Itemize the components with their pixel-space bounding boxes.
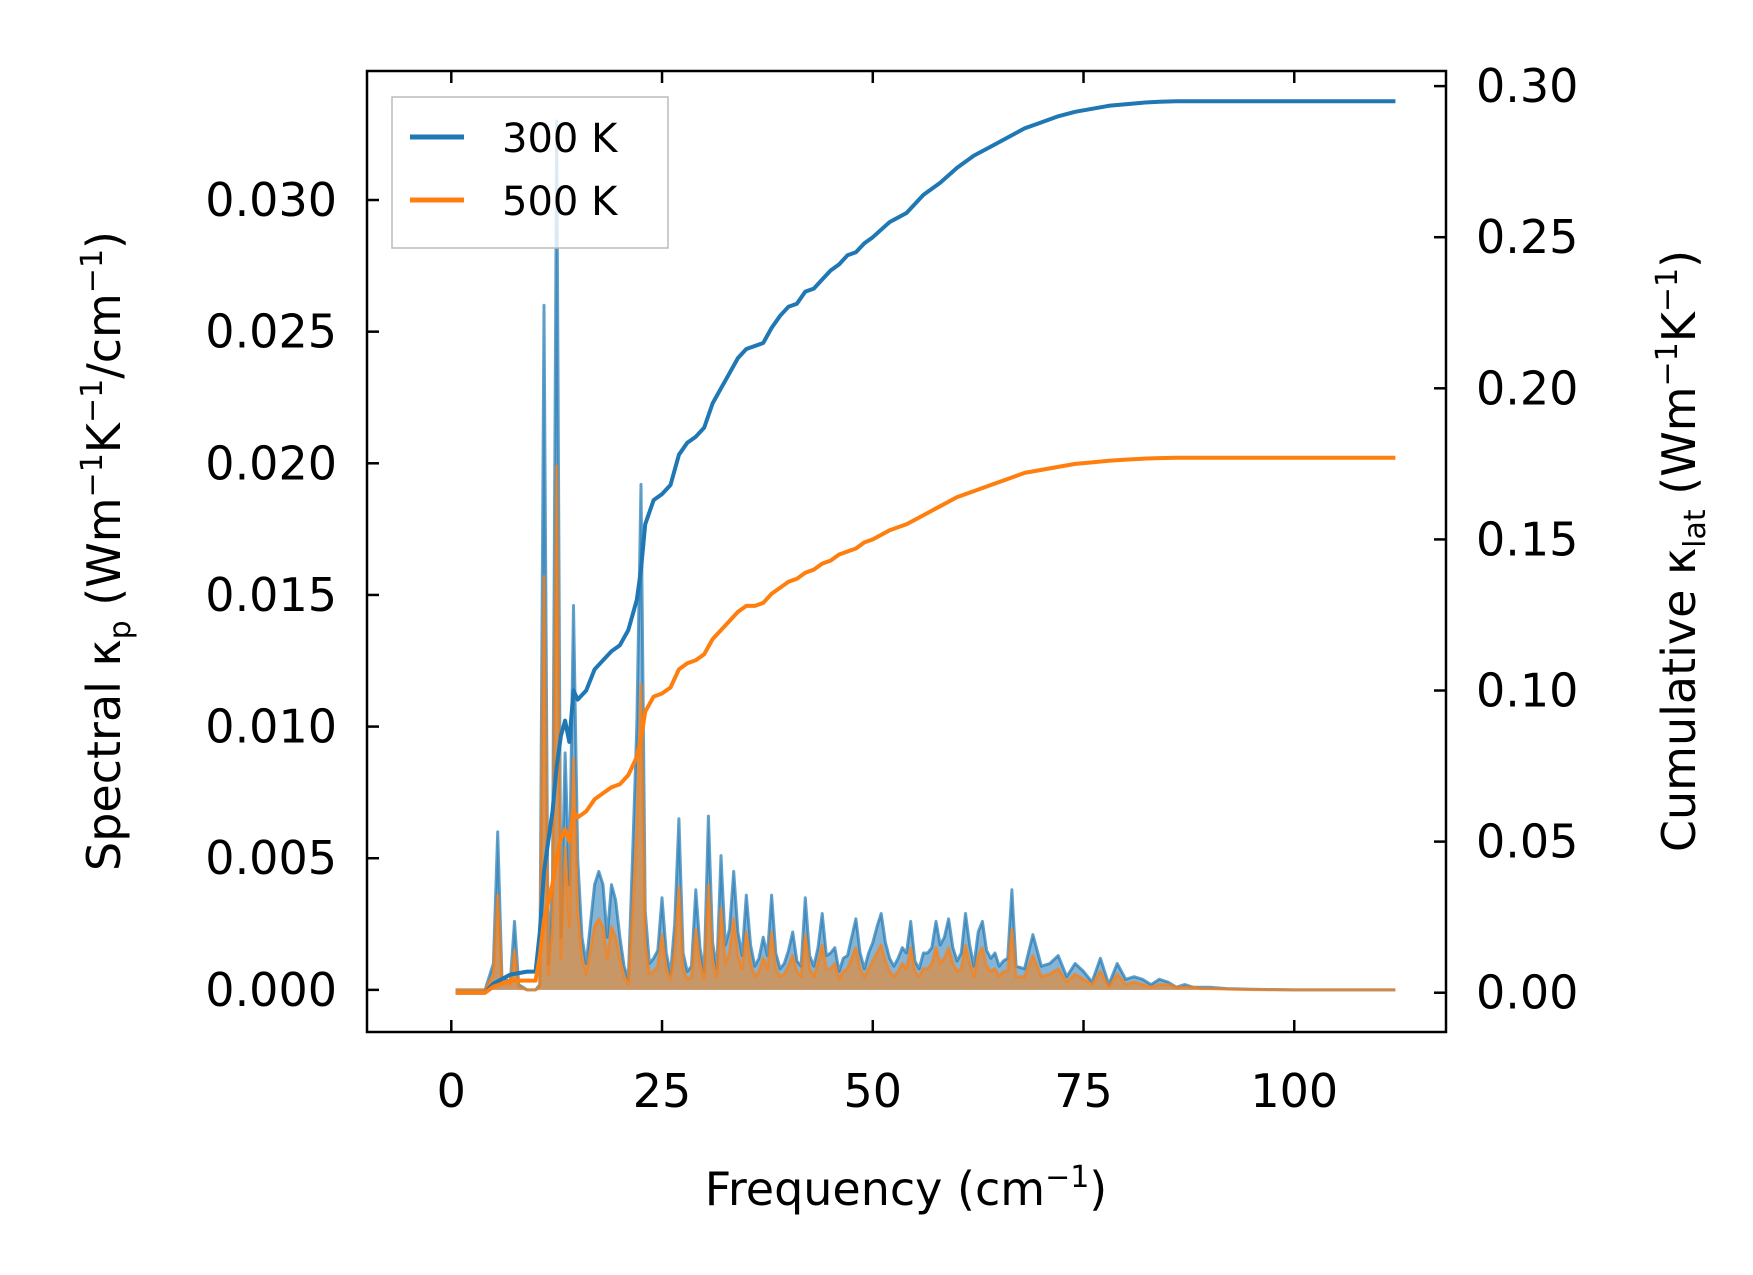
y-right-tick-label: 0.25 xyxy=(1476,210,1578,264)
y-right-tick-label: 0.20 xyxy=(1476,361,1578,415)
legend-frame xyxy=(391,96,669,249)
y-left-tick-label: 0.030 xyxy=(205,173,337,227)
y-right-tick-label: 0.30 xyxy=(1476,59,1578,113)
x-axis-title: Frequency (cm−1) xyxy=(705,1160,1108,1216)
y-left-tick-label: 0.000 xyxy=(205,963,337,1017)
y-left-tick-label: 0.005 xyxy=(205,831,337,885)
y-right-tick-label: 0.05 xyxy=(1476,815,1578,869)
y-right-tick-label: 0.10 xyxy=(1476,664,1578,718)
x-tick-label: 0 xyxy=(437,1064,466,1118)
spectral-line-300k xyxy=(455,119,1396,992)
legend: 300 K 500 K xyxy=(391,96,669,249)
y-left-axis-title: Spectral κp (Wm−1K−1/cm−1) xyxy=(75,231,138,871)
y-right-tick-label: 0.00 xyxy=(1476,966,1578,1020)
legend-label-500k: 500 K xyxy=(502,179,619,225)
y-left-tick-label: 0.010 xyxy=(205,700,337,754)
x-tick-label: 50 xyxy=(844,1064,903,1118)
x-tick-label: 100 xyxy=(1250,1064,1338,1118)
x-tick-label: 75 xyxy=(1054,1064,1113,1118)
plot-frame xyxy=(365,69,1448,1034)
y-left-tick-label: 0.015 xyxy=(205,568,337,622)
cumulative-line-300k xyxy=(455,99,1396,995)
x-tick-label: 25 xyxy=(633,1064,692,1118)
spectral-area-300k xyxy=(455,121,1396,990)
y-left-tick-label: 0.025 xyxy=(205,305,337,359)
legend-label-300k: 300 K xyxy=(502,116,619,162)
cumulative-lines xyxy=(455,99,1396,995)
cumulative-line-500k xyxy=(455,455,1396,995)
y-right-axis-title: Cumulative κlat (Wm−1K−1) xyxy=(1650,250,1713,852)
y-left-tick-label: 0.020 xyxy=(205,436,337,490)
spectral-line-500k xyxy=(455,464,1396,992)
spectral-fills xyxy=(455,119,1396,992)
axis-ticks: 0 25 50 75 100 0.000 0.005 0.010 0.015 0.020 0.025… xyxy=(205,59,1578,1118)
y-right-tick-label: 0.15 xyxy=(1476,512,1578,566)
